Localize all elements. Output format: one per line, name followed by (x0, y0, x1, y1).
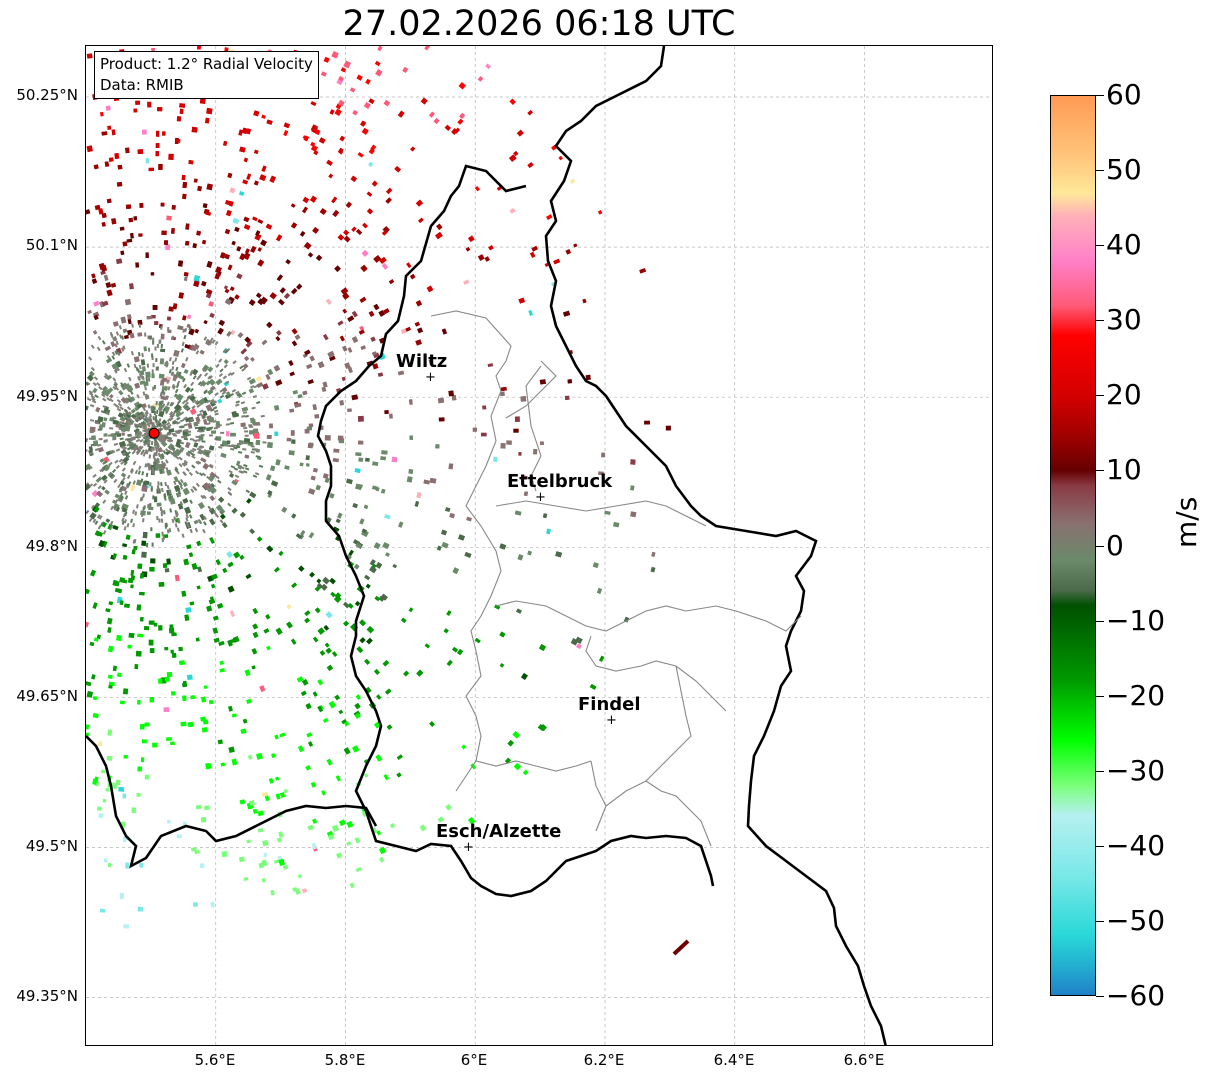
product-info-box: Product: 1.2° Radial Velocity Data: RMIB (94, 51, 319, 99)
lon-tick-label: 5.6°E (194, 1051, 236, 1069)
city-label-ettelbruck: Ettelbruck (507, 471, 613, 492)
map-canvas (86, 46, 992, 1045)
canton-border (590, 760, 607, 807)
city-marker-icon: + (535, 490, 546, 505)
lat-tick-label: 50.1°N (25, 236, 78, 254)
colorbar-tick-label: −40 (1106, 828, 1166, 862)
colorbar-tick (1096, 170, 1104, 172)
national-border (544, 46, 887, 1045)
canton-border (495, 500, 707, 527)
city-label-findel: Findel (578, 694, 641, 715)
canton-border (495, 600, 802, 632)
national-border (316, 164, 715, 898)
colorbar-tick (1096, 395, 1104, 397)
colorbar-tick-label: 40 (1106, 228, 1142, 262)
colorbar-tick-label: 30 (1106, 303, 1142, 337)
colorbar-tick-label: 50 (1106, 153, 1142, 187)
colorbar-tick (1096, 320, 1104, 322)
lat-tick-label: 49.35°N (16, 987, 78, 1005)
lat-tick-label: 50.25°N (16, 86, 78, 104)
lat-tick-label: 49.8°N (25, 537, 78, 555)
colorbar-tick-label: 60 (1106, 78, 1142, 111)
colorbar-tick-label: −10 (1106, 603, 1166, 637)
city-marker-icon: + (425, 370, 436, 385)
colorbar-tick (1096, 695, 1104, 697)
lat-tick-label: 49.5°N (25, 837, 78, 855)
colorbar-tick-label: −30 (1106, 753, 1166, 787)
colorbar-tick (1096, 245, 1104, 247)
canton-border (525, 365, 542, 492)
lat-tick-label: 49.65°N (16, 687, 78, 705)
colorbar-tick-label: −60 (1106, 979, 1166, 1012)
lon-tick-label: 6.6°E (843, 1051, 885, 1069)
canton-border (475, 760, 592, 772)
colorbar-tick (1096, 996, 1104, 997)
colorbar-tick-label: −20 (1106, 678, 1166, 712)
lon-tick-label: 5.8°E (324, 1051, 366, 1069)
lon-tick-label: 6.4°E (713, 1051, 755, 1069)
colorbar-tick (1096, 845, 1104, 847)
city-marker-icon: + (606, 713, 617, 728)
map-title: 27.02.2026 06:18 UTC (342, 4, 736, 44)
radar-site-marker (148, 427, 160, 439)
city-label-wiltz: Wiltz (396, 351, 448, 372)
data-source-label: Data: RMIB (100, 76, 184, 94)
city-marker-icon: + (463, 840, 474, 855)
colorbar-tick (1096, 545, 1104, 547)
colorbar-tick (1096, 470, 1104, 472)
velocity-colorbar (1050, 95, 1096, 996)
lat-tick-label: 49.95°N (16, 387, 78, 405)
isolated-echo (672, 939, 690, 956)
colorbar-unit-label: m/s (1170, 496, 1203, 548)
colorbar-tick (1096, 920, 1104, 922)
city-label-esch-alzette: Esch/Alzette (436, 821, 562, 842)
lon-tick-label: 6.2°E (583, 1051, 625, 1069)
canton-border (595, 665, 692, 832)
lon-tick-label: 6°E (460, 1051, 488, 1069)
canton-border (585, 635, 727, 712)
colorbar-tick-label: 10 (1106, 453, 1142, 487)
colorbar-tick (1096, 770, 1104, 772)
canton-border (645, 780, 712, 847)
product-label: Product: 1.2° Radial Velocity (100, 55, 313, 73)
radar-map (85, 45, 993, 1046)
canton-border (505, 360, 557, 419)
national-border (86, 735, 378, 869)
colorbar-tick-label: 20 (1106, 378, 1142, 412)
colorbar-tick (1096, 95, 1104, 96)
colorbar-tick-label: 0 (1106, 528, 1124, 562)
colorbar-tick-label: −50 (1106, 903, 1166, 937)
colorbar-tick (1096, 620, 1104, 622)
canton-border (430, 310, 512, 792)
